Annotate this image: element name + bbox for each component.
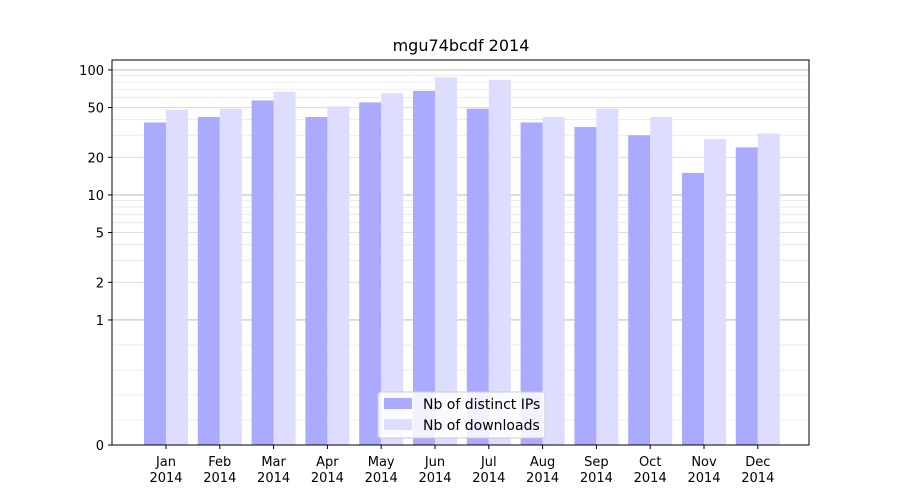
bar-distinct-ips: [144, 122, 166, 445]
bar-downloads: [596, 108, 619, 445]
legend-label: Nb of downloads: [423, 418, 540, 434]
bar-downloads: [488, 80, 511, 445]
legend-box: [377, 391, 546, 439]
bar-downloads: [327, 106, 350, 445]
bar-downloads: [435, 77, 457, 445]
x-tick-label: Jan 2014: [149, 455, 182, 486]
bar-downloads: [542, 117, 565, 445]
bar-distinct-ips: [520, 122, 543, 445]
x-tick-label: May 2014: [365, 455, 398, 486]
bar-distinct-ips: [359, 102, 382, 445]
y-tick-label: 2: [96, 276, 104, 291]
bar-downloads: [166, 109, 188, 445]
bar-distinct-ips: [466, 108, 489, 445]
x-tick-label: Nov 2014: [687, 455, 720, 486]
bars: [144, 77, 780, 446]
y-tick-label: 10: [87, 189, 104, 204]
bar-downloads: [381, 93, 404, 446]
legend-swatch: [384, 419, 412, 430]
y-tick-label: 5: [96, 227, 104, 242]
bar-distinct-ips: [574, 126, 597, 446]
legend-label: Nb of distinct IPs: [423, 397, 540, 413]
y-tick-label: 20: [87, 151, 104, 166]
bar-distinct-ips: [251, 100, 274, 445]
bar-distinct-ips: [628, 135, 651, 445]
bar-downloads: [273, 91, 296, 445]
x-tick-label: Oct 2014: [634, 455, 667, 486]
bar-distinct-ips: [735, 147, 758, 446]
x-tick-label: Sep 2014: [580, 455, 613, 486]
x-tick-label: Jun 2014: [418, 455, 451, 486]
y-tick-label: 1: [96, 314, 104, 329]
x-tick-label: Mar 2014: [257, 455, 290, 486]
bar-downloads: [219, 108, 242, 445]
bar-downloads: [650, 117, 673, 445]
plot-frame: [111, 59, 810, 446]
y-tick-label: 0: [96, 439, 104, 454]
x-tick-label: Aug 2014: [526, 455, 559, 486]
y-axis: 0 1 2 5 10 20 50 100: [79, 64, 112, 454]
x-tick-label: Jul 2014: [472, 455, 505, 486]
bar-distinct-ips: [413, 90, 435, 446]
x-tick-label: Apr 2014: [311, 455, 344, 486]
x-tick-label: Feb 2014: [203, 455, 236, 486]
legend-swatch: [384, 398, 412, 409]
bar-downloads: [757, 133, 780, 445]
legend: Nb of distinct IPs Nb of downloads: [377, 391, 546, 439]
bar-distinct-ips: [197, 117, 220, 445]
y-tick-label: 50: [87, 102, 104, 117]
bar-distinct-ips: [305, 117, 328, 445]
x-tick-label: Dec 2014: [741, 455, 774, 486]
x-axis: Jan 2014 Feb 2014 Mar 2014 Apr 2014 May 2014 Jun 20…: [149, 445, 774, 486]
chart-title: mgu74bcdf 2014: [393, 36, 530, 55]
y-tick-label: 100: [79, 64, 104, 79]
bar-downloads: [704, 139, 726, 445]
bar-distinct-ips: [682, 172, 704, 445]
